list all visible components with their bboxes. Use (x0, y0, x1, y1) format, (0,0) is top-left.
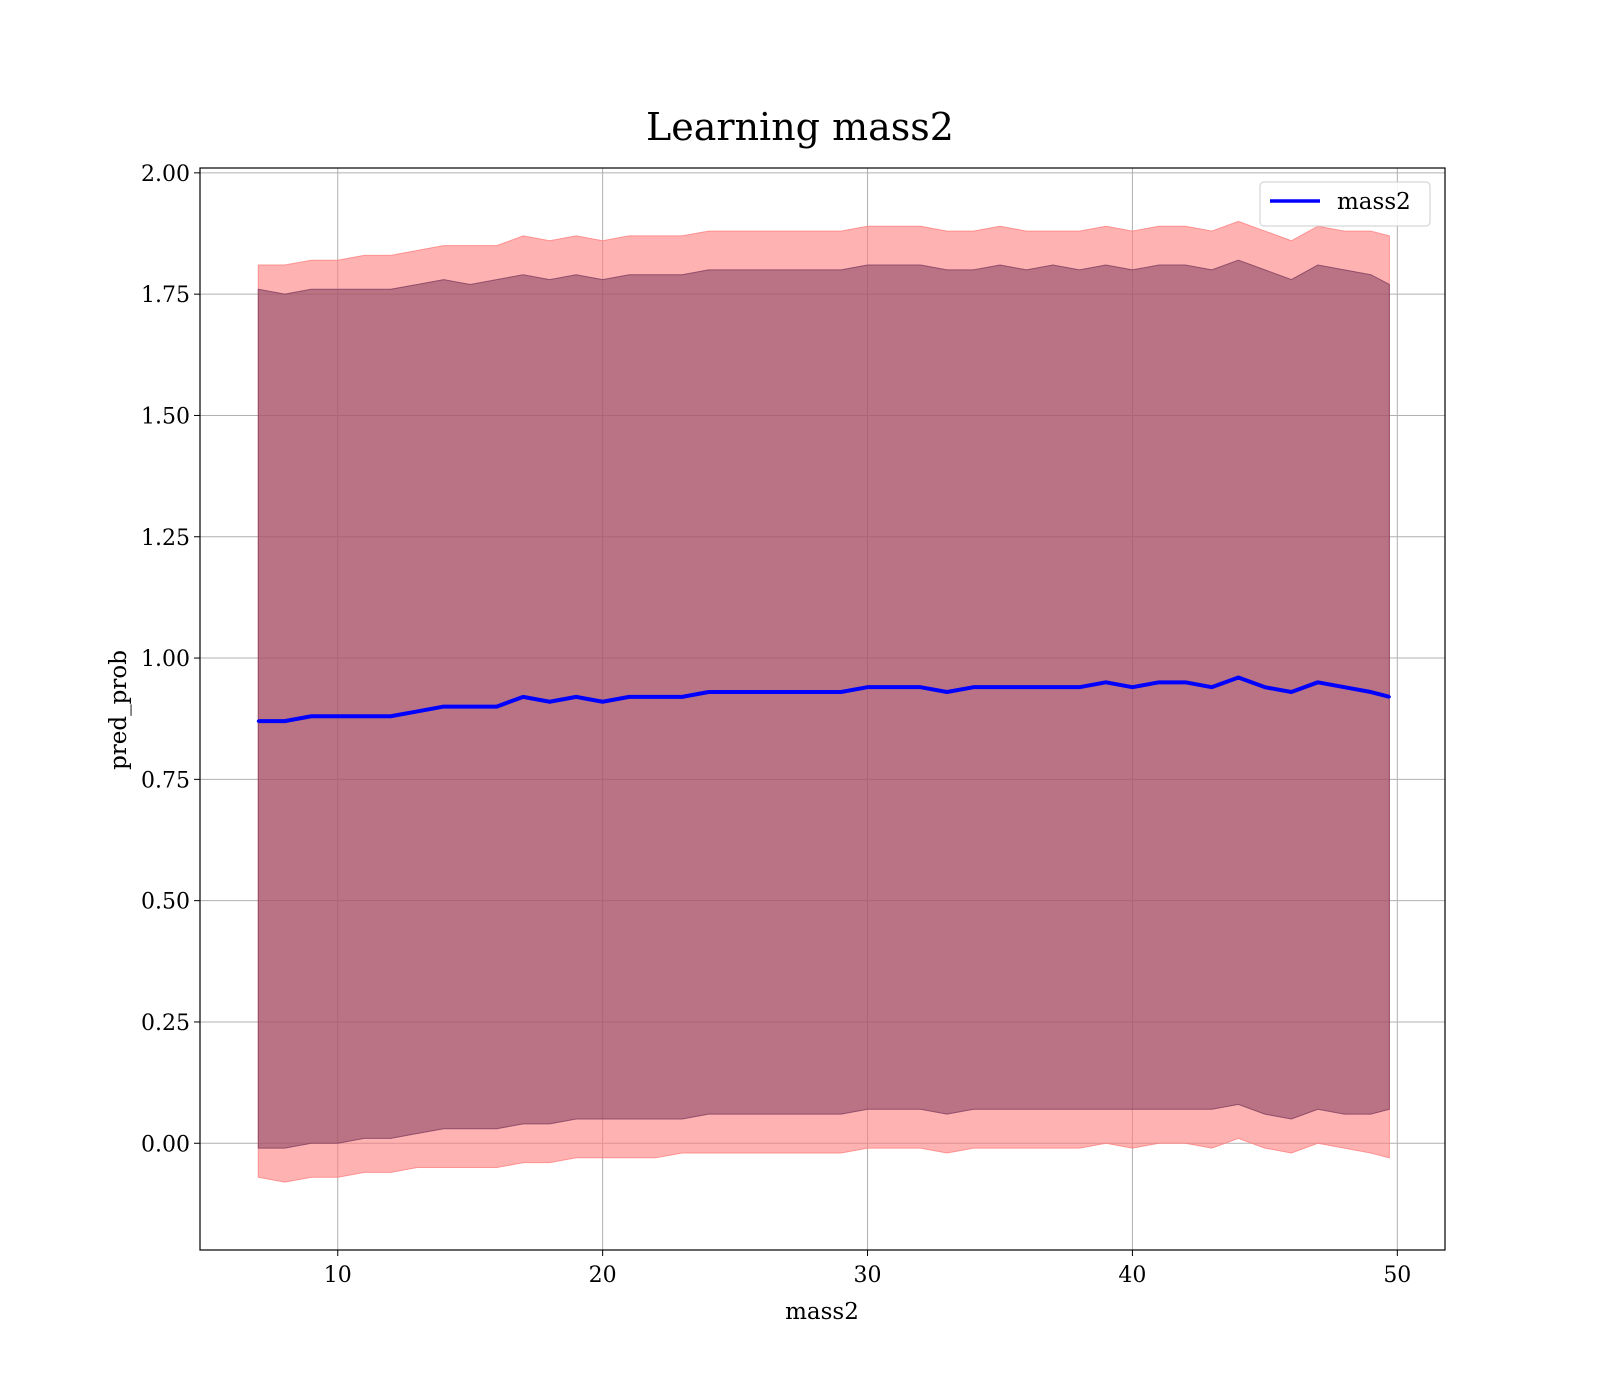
series-line-mass2 (258, 675, 1390, 724)
data-point (495, 705, 499, 709)
chart-title: Learning mass2 (646, 105, 954, 149)
data-point (1316, 680, 1320, 684)
data-point (839, 690, 843, 694)
legend-box (1259, 181, 1431, 227)
y-tick-label: 1.75 (141, 283, 190, 308)
data-point (998, 685, 1002, 689)
y-axis-label: pred_prob (106, 650, 132, 770)
plot-frame (199, 167, 1446, 1251)
data-point (1024, 685, 1028, 689)
data-point (971, 685, 975, 689)
data-point (813, 690, 817, 694)
data-point (389, 714, 393, 718)
x-axis-ticks: 10 20 30 40 50 (324, 1250, 1411, 1288)
data-point (442, 705, 446, 709)
y-axis-ticks: 0.00 0.25 0.50 0.75 1.00 1.25 1.50 1.75 2.00 (141, 162, 200, 1157)
data-point (309, 714, 313, 718)
data-point (1263, 685, 1267, 689)
band-inner (257, 259, 1390, 1149)
data-point (733, 690, 737, 694)
data-point (627, 695, 631, 699)
data-point (919, 685, 923, 689)
data-point (574, 695, 578, 699)
data-point (892, 685, 896, 689)
data-point (1342, 685, 1346, 689)
data-point (945, 690, 949, 694)
data-point (548, 700, 552, 704)
data-point (601, 700, 605, 704)
y-tick-label: 1.25 (141, 526, 190, 551)
data-point (786, 690, 790, 694)
x-axis-label: mass2 (785, 1299, 859, 1325)
data-point (1387, 695, 1391, 699)
y-tick-label: 0.25 (141, 1011, 190, 1036)
x-tick-label: 30 (854, 1263, 882, 1288)
data-point (1210, 685, 1214, 689)
data-point (654, 695, 658, 699)
x-tick-label: 50 (1383, 1263, 1411, 1288)
x-tick-label: 40 (1118, 1263, 1146, 1288)
data-point (1369, 690, 1373, 694)
y-tick-label: 0.50 (141, 890, 190, 915)
y-tick-label: 0.75 (141, 768, 190, 793)
plot-area (199, 167, 1446, 1251)
data-point (760, 690, 764, 694)
data-point (1051, 685, 1055, 689)
legend: mass2 (1259, 181, 1431, 227)
x-tick-label: 10 (324, 1263, 352, 1288)
legend-label: mass2 (1337, 189, 1411, 215)
data-point (283, 719, 287, 723)
data-point (415, 709, 419, 713)
y-tick-label: 1.50 (141, 404, 190, 429)
data-point (256, 719, 260, 723)
data-point (1236, 675, 1240, 679)
data-point (1130, 685, 1134, 689)
x-tick-label: 20 (589, 1263, 617, 1288)
y-tick-label: 1.00 (141, 647, 190, 672)
data-point (336, 714, 340, 718)
data-point (1104, 680, 1108, 684)
y-tick-label: 2.00 (141, 162, 190, 187)
data-point (1157, 680, 1161, 684)
band-layer (257, 220, 1390, 1183)
data-point (1183, 680, 1187, 684)
data-point (521, 695, 525, 699)
data-point (1077, 685, 1081, 689)
data-point (680, 695, 684, 699)
line-layer (256, 675, 1391, 724)
y-tick-label: 0.00 (141, 1132, 190, 1157)
data-point (362, 714, 366, 718)
data-point (468, 705, 472, 709)
data-point (866, 685, 870, 689)
data-point (707, 690, 711, 694)
data-point (1289, 690, 1293, 694)
